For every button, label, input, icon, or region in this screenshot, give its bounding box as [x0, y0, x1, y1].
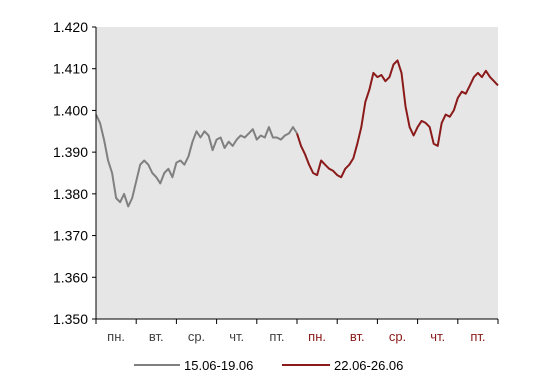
x-tick-label: вт.	[350, 329, 365, 344]
legend: 15.06-19.06 22.06-26.06	[134, 358, 403, 373]
legend-label-1: 15.06-19.06	[184, 358, 253, 373]
x-axis-ticks: пн. вт. ср. чт. пт. пн. вт. ср. чт. пт.	[95, 319, 499, 344]
x-tick-label: пт.	[269, 329, 284, 344]
x-tick-label: чт.	[430, 329, 445, 344]
y-tick-label: 1.410	[53, 61, 88, 77]
legend-label-2: 22.06-26.06	[334, 358, 403, 373]
y-tick-label: 1.350	[53, 311, 88, 327]
series-line-1	[95, 114, 298, 208]
x-tick-label: пн.	[107, 329, 125, 344]
series-line-2	[296, 59, 499, 179]
x-tick-label: чт.	[229, 329, 244, 344]
y-tick-label: 1.360	[53, 269, 88, 285]
y-tick-label: 1.390	[53, 144, 88, 160]
y-tick-label: 1.420	[53, 19, 88, 35]
series-layer	[95, 59, 499, 208]
x-tick-label: ср.	[188, 329, 205, 344]
x-tick-label: вт.	[149, 329, 164, 344]
plot-background	[96, 27, 498, 319]
x-tick-label: пт.	[470, 329, 485, 344]
y-axis-ticks: 1.350 1.360 1.370 1.380 1.390 1.400 1.410 1.420	[53, 19, 96, 327]
y-tick-label: 1.400	[53, 102, 88, 118]
y-tick-label: 1.370	[53, 228, 88, 244]
x-tick-label: ср.	[389, 329, 406, 344]
x-tick-label: пн.	[308, 329, 326, 344]
y-tick-label: 1.380	[53, 186, 88, 202]
